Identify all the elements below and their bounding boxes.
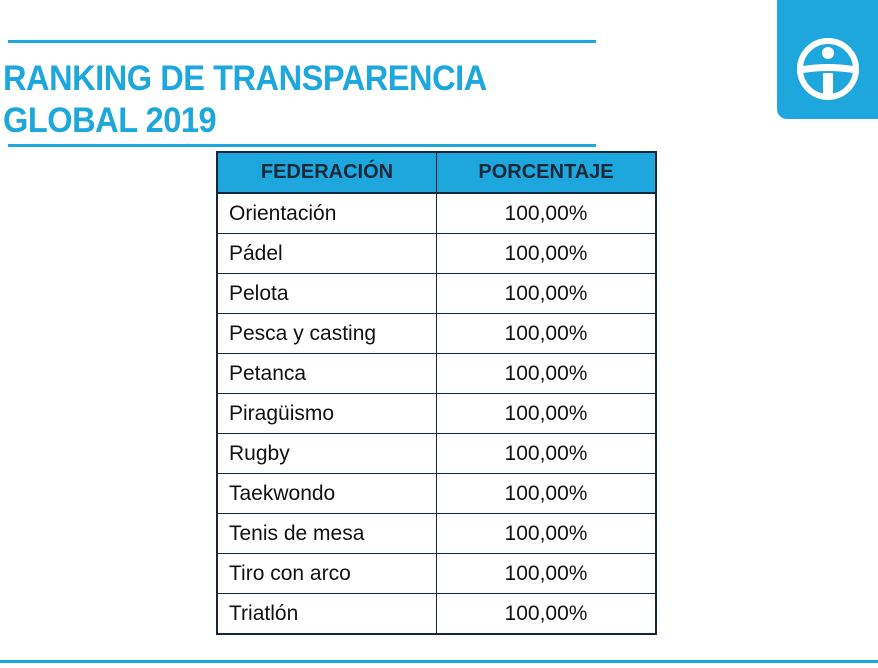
table-row: Rugby 100,00% <box>216 433 657 474</box>
percentage-cell: 100,00% <box>436 192 657 234</box>
federation-cell: Pádel <box>216 233 437 274</box>
percentage-cell: 100,00% <box>436 273 657 314</box>
percentage-cell: 100,00% <box>436 513 657 554</box>
federation-cell: Petanca <box>216 353 437 394</box>
federation-cell: Triatlón <box>216 593 437 635</box>
table-row: Piragüismo 100,00% <box>216 393 657 434</box>
title-top-divider <box>8 40 596 43</box>
percentage-cell: 100,00% <box>436 353 657 394</box>
table-row: Petanca 100,00% <box>216 353 657 394</box>
transparency-international-logo-icon <box>797 38 859 100</box>
federation-cell: Tenis de mesa <box>216 513 437 554</box>
table-row: Tenis de mesa 100,00% <box>216 513 657 554</box>
table-row: Tiro con arco 100,00% <box>216 553 657 594</box>
federations-ranking-table: FEDERACIÓN PORCENTAJE Orientación 100,00… <box>216 151 657 635</box>
federation-cell: Taekwondo <box>216 473 437 514</box>
percentage-cell: 100,00% <box>436 593 657 635</box>
logo-badge <box>777 0 878 119</box>
federation-cell: Pelota <box>216 273 437 314</box>
table-row: Triatlón 100,00% <box>216 593 657 635</box>
page-title: RANKING DE TRANSPARENCIA GLOBAL 2019 <box>3 58 487 142</box>
percentage-cell: 100,00% <box>436 553 657 594</box>
title-bottom-divider <box>8 144 596 147</box>
table-row: Pesca y casting 100,00% <box>216 313 657 354</box>
federation-cell: Pesca y casting <box>216 313 437 354</box>
table-row: Pelota 100,00% <box>216 273 657 314</box>
percentage-cell: 100,00% <box>436 473 657 514</box>
percentage-cell: 100,00% <box>436 433 657 474</box>
federation-cell: Rugby <box>216 433 437 474</box>
federation-column-header: FEDERACIÓN <box>216 151 437 194</box>
page-title-line-1: RANKING DE TRANSPARENCIA <box>3 59 487 98</box>
percentage-cell: 100,00% <box>436 233 657 274</box>
federation-cell: Orientación <box>216 192 437 234</box>
percentage-column-header: PORCENTAJE <box>436 151 657 194</box>
table-row: Taekwondo 100,00% <box>216 473 657 514</box>
federation-cell: Piragüismo <box>216 393 437 434</box>
federation-cell: Tiro con arco <box>216 553 437 594</box>
percentage-cell: 100,00% <box>436 313 657 354</box>
page-title-line-2: GLOBAL 2019 <box>3 101 217 140</box>
percentage-cell: 100,00% <box>436 393 657 434</box>
table-header-row: FEDERACIÓN PORCENTAJE <box>216 151 657 194</box>
footer-divider <box>0 660 878 663</box>
table-row: Orientación 100,00% <box>216 192 657 234</box>
table-row: Pádel 100,00% <box>216 233 657 274</box>
